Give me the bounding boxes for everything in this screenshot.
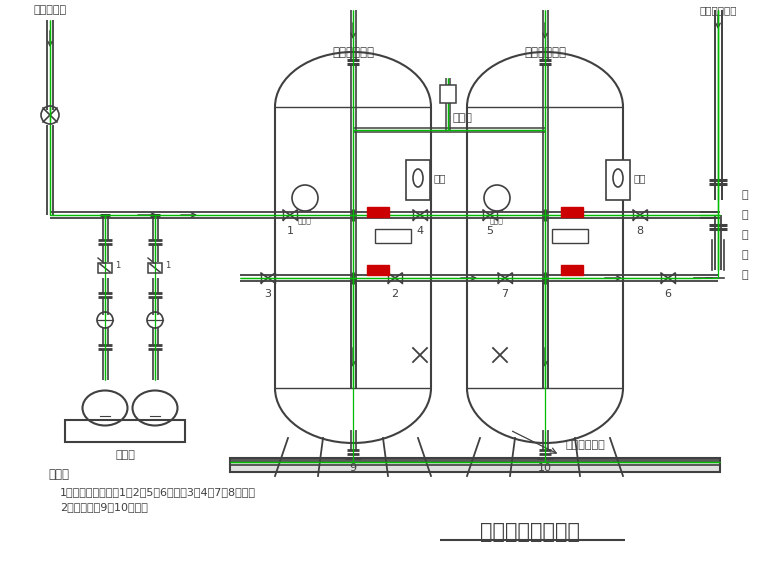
Text: 视镜: 视镜 — [434, 173, 446, 183]
Text: 1、正常过滤：蝶阀1、2、5、6打开；3、4、7、8关闭，: 1、正常过滤：蝶阀1、2、5、6打开；3、4、7、8关闭， — [60, 487, 256, 497]
Bar — [561, 265, 583, 275]
Text: 铭牌: 铭牌 — [387, 230, 399, 240]
Bar — [230, 458, 720, 472]
Bar — [606, 160, 630, 200]
Bar — [406, 160, 430, 200]
Text: 1: 1 — [286, 226, 293, 236]
Circle shape — [484, 185, 510, 211]
Text: 压力表: 压力表 — [490, 216, 504, 225]
Text: 量: 量 — [742, 250, 748, 260]
Bar — [148, 263, 162, 273]
Bar — [65, 420, 185, 442]
Text: 来自过滤泵: 来自过滤泵 — [33, 5, 66, 15]
Text: 活性炭吸附器: 活性炭吸附器 — [524, 46, 566, 59]
Text: 铭牌: 铭牌 — [564, 230, 576, 240]
Text: 2: 2 — [391, 289, 398, 299]
Bar — [367, 207, 389, 217]
Text: 计: 计 — [742, 270, 748, 280]
Text: 4: 4 — [416, 226, 424, 236]
Text: 说明：: 说明： — [48, 468, 69, 481]
Text: 视镜: 视镜 — [634, 173, 646, 183]
Text: 5: 5 — [486, 226, 493, 236]
Text: 1: 1 — [165, 262, 171, 271]
Text: 管: 管 — [742, 190, 748, 200]
Text: 式: 式 — [742, 210, 748, 220]
Text: 8: 8 — [636, 226, 644, 236]
Text: 反冲洗空气管: 反冲洗空气管 — [565, 440, 604, 450]
Circle shape — [292, 185, 318, 211]
Bar — [552, 229, 588, 243]
Text: 10: 10 — [538, 463, 552, 473]
Text: 过滤器过滤示意图: 过滤器过滤示意图 — [480, 522, 580, 542]
Bar — [375, 229, 411, 243]
Text: 压力表: 压力表 — [298, 216, 312, 225]
Text: 石英砂过滤器: 石英砂过滤器 — [332, 46, 374, 59]
Bar — [440, 85, 456, 103]
Text: 6: 6 — [665, 289, 672, 299]
Bar — [561, 207, 583, 217]
Text: 2、进气阀门9、10关闭。: 2、进气阀门9、10关闭。 — [60, 502, 148, 512]
Text: 3: 3 — [265, 289, 272, 299]
Text: 过滤器出水口: 过滤器出水口 — [699, 5, 736, 15]
Bar — [98, 263, 112, 273]
Text: 反冲泵: 反冲泵 — [115, 450, 135, 460]
Text: 流: 流 — [742, 230, 748, 240]
Text: 1: 1 — [115, 262, 120, 271]
Text: 9: 9 — [350, 463, 357, 473]
Text: 排气管: 排气管 — [452, 113, 472, 123]
Text: 7: 7 — [502, 289, 509, 299]
Bar — [367, 265, 389, 275]
